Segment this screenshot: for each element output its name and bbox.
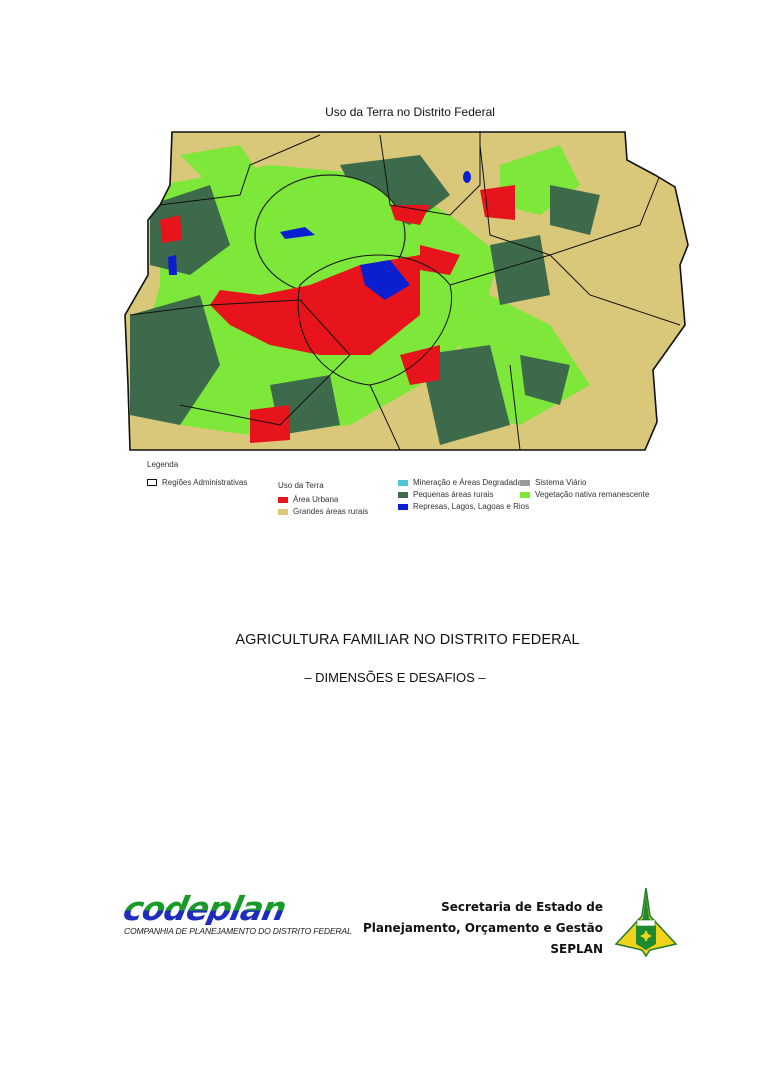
df-border (124, 131, 689, 451)
land-use-map (124, 131, 689, 451)
document-subtitle: – DIMENSÕES E DESAFIOS – (304, 670, 486, 685)
seplan-text: Secretaria de Estado de Planejamento, Or… (363, 897, 603, 960)
legend-heading: Legenda (147, 460, 179, 469)
legend-label: Sistema Viário (535, 478, 587, 487)
lakes-rivers (168, 171, 471, 300)
legend-label: Mineração e Áreas Degradadas (413, 478, 526, 487)
legend-label: Pequenas áreas rurais (413, 490, 494, 499)
legend-boundary: Regiões Administrativas (147, 478, 247, 487)
legend-group-label: Uso da Terra (278, 481, 324, 490)
codeplan-wordmark: codeplan (120, 889, 355, 928)
legend-item-roads: Sistema Viário (520, 478, 586, 487)
legend-label: Vegetação nativa remanescente (535, 490, 650, 499)
seplan-line-2: Planejamento, Orçamento e Gestão (363, 921, 603, 935)
legend-item-mining: Mineração e Áreas Degradadas (398, 478, 526, 487)
legend-item-small-rural: Pequenas áreas rurais (398, 490, 494, 499)
legend-label: Grandes áreas rurais (293, 507, 369, 516)
legend-label: Área Urbana (293, 495, 339, 504)
codeplan-logo: codeplan COMPANHIA DE PLANEJAMENTO DO DI… (120, 889, 355, 936)
legend-item-water: Represas, Lagos, Lagoas e Rios (398, 502, 529, 511)
legend-label: Regiões Administrativas (162, 478, 248, 487)
df-coat-of-arms-icon (614, 887, 678, 958)
legend-label: Represas, Lagos, Lagoas e Rios (413, 502, 530, 511)
legend-item-vegetation: Vegetação nativa remanescente (520, 490, 649, 499)
administrative-boundaries (129, 132, 681, 450)
seplan-line-1: Secretaria de Estado de (441, 900, 603, 914)
legend-item-urban: Área Urbana (278, 495, 338, 504)
boundary-swatch-icon (147, 479, 157, 487)
document-title: AGRICULTURA FAMILIAR NO DISTRITO FEDERAL (235, 632, 580, 648)
legend-item-large-rural: Grandes áreas rurais (278, 507, 368, 516)
map-title: Uso da Terra no Distrito Federal (325, 105, 495, 119)
codeplan-full-name: COMPANHIA DE PLANEJAMENTO DO DISTRITO FE… (124, 926, 352, 936)
seplan-line-3: SEPLAN (550, 942, 603, 956)
